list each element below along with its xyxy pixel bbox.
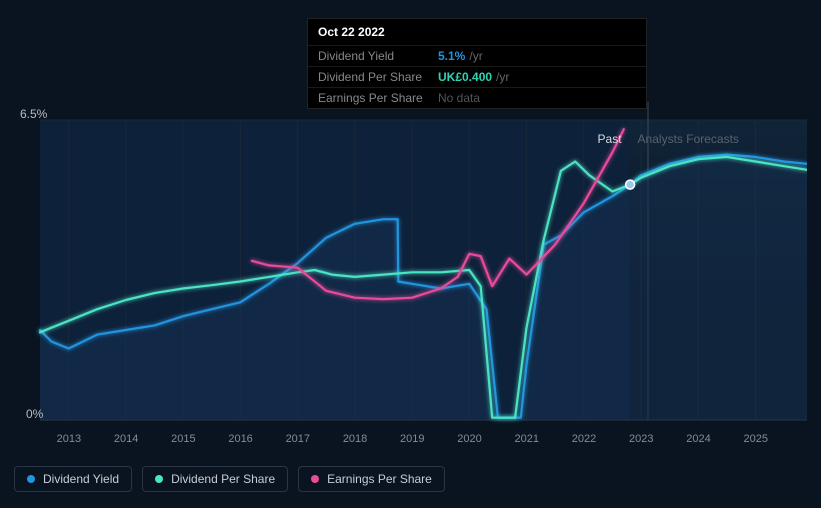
- tooltip-date: Oct 22 2022: [308, 19, 646, 45]
- chart-area[interactable]: [14, 102, 807, 447]
- x-tick: 2018: [343, 433, 367, 445]
- tooltip-unit: /yr: [469, 49, 482, 63]
- tooltip-label: Dividend Per Share: [318, 70, 438, 84]
- tooltip-row: Earnings Per ShareNo data: [308, 87, 646, 108]
- x-tick: 2023: [629, 433, 653, 445]
- legend-item-dividend-yield[interactable]: Dividend Yield: [14, 466, 132, 492]
- legend-label: Earnings Per Share: [327, 472, 432, 486]
- region-label-future: Analysts Forecasts: [638, 132, 739, 146]
- x-tick: 2022: [572, 433, 596, 445]
- legend-label: Dividend Yield: [43, 472, 119, 486]
- x-tick: 2020: [457, 433, 481, 445]
- legend-item-earnings-per-share[interactable]: Earnings Per Share: [298, 466, 445, 492]
- y-axis-label-min: 0%: [26, 407, 43, 421]
- x-tick: 2021: [515, 433, 539, 445]
- chart-svg: [14, 102, 807, 447]
- x-tick: 2025: [743, 433, 767, 445]
- x-tick: 2017: [286, 433, 310, 445]
- y-axis-label-max: 6.5%: [20, 107, 47, 121]
- region-label-past: Past: [598, 132, 622, 146]
- legend-label: Dividend Per Share: [171, 472, 275, 486]
- chart-tooltip: Oct 22 2022 Dividend Yield5.1%/yrDividen…: [307, 18, 647, 109]
- x-axis: 2013 2014 2015 2016 2017 2018 2019 2020 2021 2022…: [40, 433, 810, 453]
- legend-item-dividend-per-share[interactable]: Dividend Per Share: [142, 466, 288, 492]
- legend-dot: [311, 475, 319, 483]
- legend: Dividend Yield Dividend Per Share Earnings…: [14, 466, 445, 492]
- tooltip-value: 5.1%: [438, 49, 465, 63]
- tooltip-value: UK£0.400: [438, 70, 492, 84]
- tooltip-label: Earnings Per Share: [318, 91, 438, 105]
- x-tick: 2019: [400, 433, 424, 445]
- x-tick: 2013: [57, 433, 81, 445]
- tooltip-row: Dividend Yield5.1% /yr: [308, 45, 646, 66]
- legend-dot: [155, 475, 163, 483]
- tooltip-nodata: No data: [438, 91, 480, 105]
- tooltip-row: Dividend Per ShareUK£0.400/yr: [308, 66, 646, 87]
- x-tick: 2014: [114, 433, 138, 445]
- x-tick: 2024: [686, 433, 710, 445]
- tooltip-label: Dividend Yield: [318, 49, 438, 63]
- legend-dot: [27, 475, 35, 483]
- x-tick: 2015: [171, 433, 195, 445]
- x-tick: 2016: [228, 433, 252, 445]
- tooltip-unit: /yr: [496, 70, 509, 84]
